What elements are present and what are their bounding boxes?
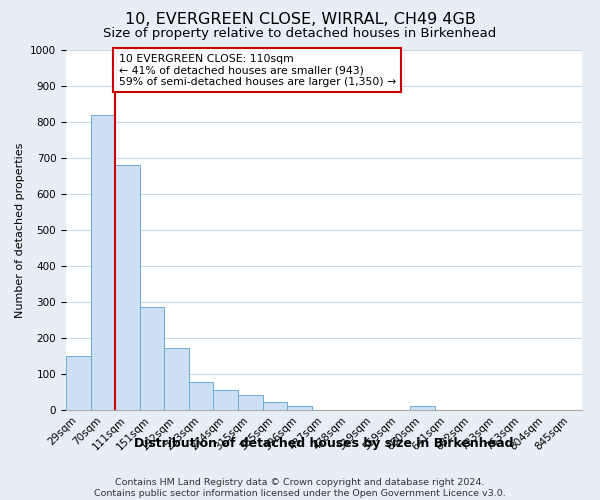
Text: 10 EVERGREEN CLOSE: 110sqm
← 41% of detached houses are smaller (943)
59% of sem: 10 EVERGREEN CLOSE: 110sqm ← 41% of deta… — [119, 54, 396, 87]
Text: Distribution of detached houses by size in Birkenhead: Distribution of detached houses by size … — [134, 438, 514, 450]
Bar — [115, 165, 140, 410]
Bar — [164, 348, 189, 410]
Bar — [238, 395, 263, 410]
Text: Size of property relative to detached houses in Birkenhead: Size of property relative to detached ho… — [103, 28, 497, 40]
Text: Contains HM Land Registry data © Crown copyright and database right 2024.
Contai: Contains HM Land Registry data © Crown c… — [94, 478, 506, 498]
Bar — [66, 356, 91, 410]
Text: 10, EVERGREEN CLOSE, WIRRAL, CH49 4GB: 10, EVERGREEN CLOSE, WIRRAL, CH49 4GB — [125, 12, 475, 28]
Bar — [189, 382, 214, 410]
Bar — [287, 406, 312, 410]
Y-axis label: Number of detached properties: Number of detached properties — [14, 142, 25, 318]
Bar — [214, 390, 238, 410]
Bar — [263, 402, 287, 410]
Bar — [410, 406, 434, 410]
Bar — [91, 115, 115, 410]
Bar — [140, 308, 164, 410]
